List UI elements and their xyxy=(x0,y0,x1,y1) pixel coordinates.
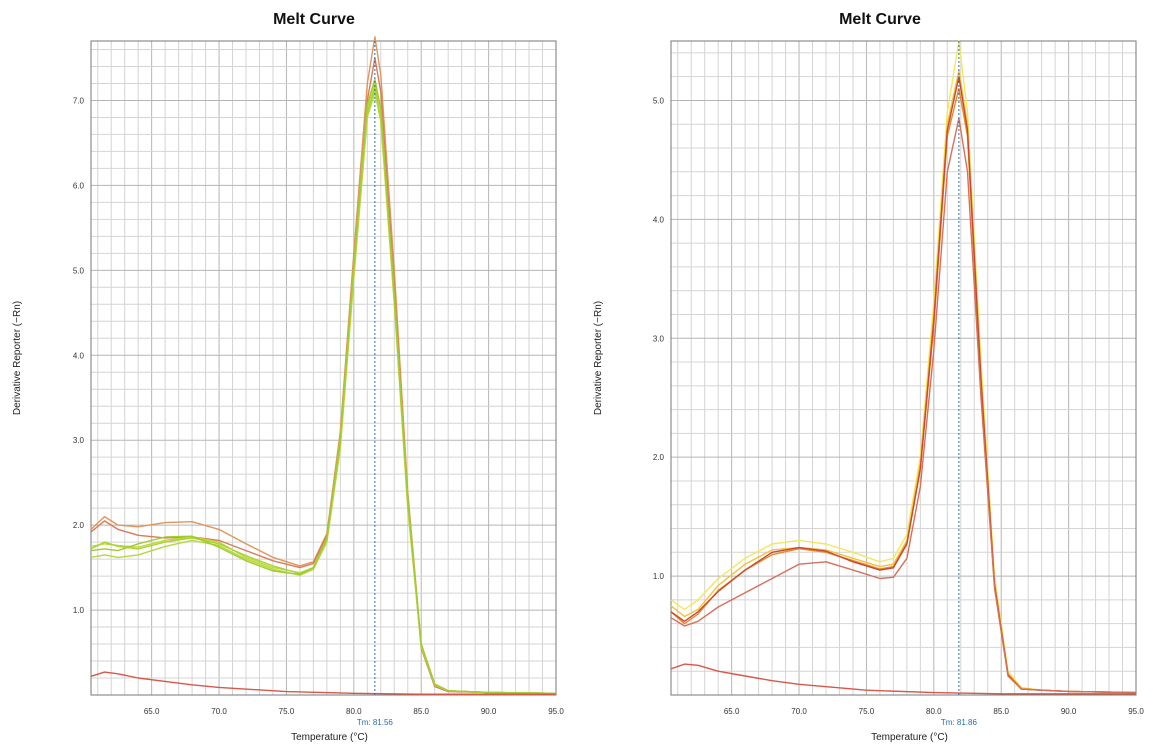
y-tick-label: 6.0 xyxy=(73,181,85,190)
x-tick-label: 80.0 xyxy=(926,707,942,716)
series-group xyxy=(90,36,557,695)
chart-title: Melt Curve xyxy=(273,11,355,28)
y-tick-label: 5.0 xyxy=(73,266,85,275)
x-tick-label: 70.0 xyxy=(791,707,807,716)
y-tick-label: 5.0 xyxy=(653,96,665,105)
x-axis-label: Temperature (°C) xyxy=(291,732,368,743)
y-tick-label: 4.0 xyxy=(73,351,85,360)
melt-curve-chart-2: 65.0 70.0 75.0 80.0 85.0 90.0 95.0 1.0 2.0 3.0 4.0… xyxy=(593,11,1144,743)
tm-label: Tm: 81.86 xyxy=(941,718,978,727)
chart-title: Melt Curve xyxy=(839,11,921,28)
plot-frame xyxy=(90,40,557,696)
y-tick-label: 1.0 xyxy=(653,572,665,581)
x-tick-label: 85.0 xyxy=(993,707,1009,716)
x-tick-label: 75.0 xyxy=(279,707,295,716)
series-line-4 xyxy=(670,76,1137,694)
plot-frame xyxy=(670,40,1137,696)
series-line-6 xyxy=(90,78,557,694)
x-tick-label: 90.0 xyxy=(481,707,497,716)
y-tick-label: 2.0 xyxy=(653,453,665,462)
y-axis-label: Derivative Reporter (−Rn) xyxy=(12,301,23,415)
series-line-6 xyxy=(670,663,1136,695)
series-line-5 xyxy=(670,117,1137,694)
plot-area xyxy=(91,41,556,695)
series-line-2 xyxy=(670,70,1137,694)
x-tick-label: 95.0 xyxy=(548,707,564,716)
x-tick-label: 75.0 xyxy=(859,707,875,716)
y-tick-label: 2.0 xyxy=(73,521,85,530)
x-tick-label: 65.0 xyxy=(724,707,740,716)
x-tick-label: 90.0 xyxy=(1061,707,1077,716)
melt-curve-chart-1: 65.0 70.0 75.0 80.0 85.0 90.0 95.0 1.0 2.0 3.0 4.0… xyxy=(12,11,564,743)
y-tick-label: 3.0 xyxy=(73,436,85,445)
grid xyxy=(91,41,557,695)
tm-label: Tm: 81.56 xyxy=(357,718,394,727)
y-tick-label: 1.0 xyxy=(73,606,85,615)
y-tick-label: 4.0 xyxy=(653,215,665,224)
y-tick-label: 3.0 xyxy=(653,334,665,343)
x-tick-label: 65.0 xyxy=(144,707,160,716)
series-line-5 xyxy=(90,91,557,694)
x-tick-label: 80.0 xyxy=(346,707,362,716)
plot-area xyxy=(671,41,1136,695)
x-tick-label: 70.0 xyxy=(211,707,227,716)
y-axis-label: Derivative Reporter (−Rn) xyxy=(593,301,604,415)
x-tick-label: 95.0 xyxy=(1128,707,1144,716)
x-tick-label: 85.0 xyxy=(413,707,429,716)
y-tick-label: 7.0 xyxy=(73,96,85,105)
series-group xyxy=(670,40,1137,695)
grid xyxy=(671,41,1137,695)
series-line-7 xyxy=(90,671,556,695)
series-line-1 xyxy=(670,40,1137,694)
x-axis-label: Temperature (°C) xyxy=(871,732,948,743)
